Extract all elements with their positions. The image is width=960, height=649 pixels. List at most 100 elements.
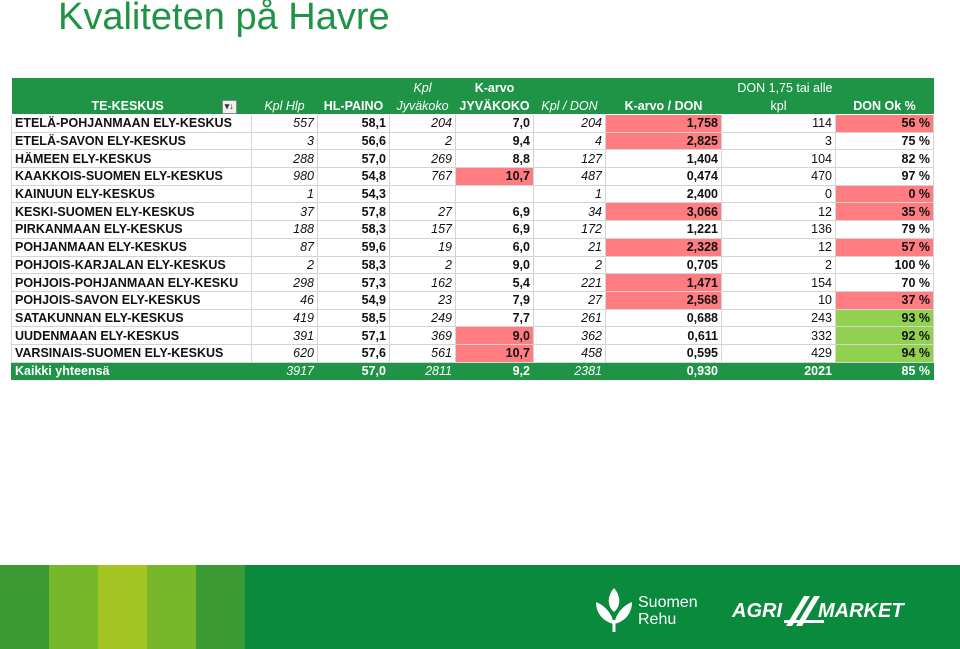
cell-ok: 93 % xyxy=(835,308,934,328)
cell-ok: 97 % xyxy=(835,167,934,186)
cell-kdon: 3,066 xyxy=(605,202,722,222)
suomen-rehu-wordmark: Suomen Rehu xyxy=(638,594,698,628)
cell-hl: 58,3 xyxy=(317,220,390,239)
table-row: HÄMEEN ELY-KESKUS 288 57,0 269 8,8 127 1,404 10… xyxy=(11,149,934,169)
cell-kpl-don: 34 xyxy=(533,202,606,222)
cell-kdon: 1,758 xyxy=(605,114,722,133)
cell-hl: 58,3 xyxy=(317,255,390,275)
total-don-kpl: 2021 xyxy=(721,361,836,381)
table-row: POHJOIS-KARJALAN ELY-KESKUS 2 58,3 2 9,0 2 0,7… xyxy=(11,255,934,275)
page-title: Kvaliteten på Havre xyxy=(58,0,390,38)
table-total-row: Kaikki yhteensä 3917 57,0 2811 9,2 2381 0,930 2… xyxy=(11,361,934,381)
header-hl-paino: HL-PAINO xyxy=(317,96,390,115)
cell-name: KAAKKOIS-SUOMEN ELY-KESKUS xyxy=(11,167,252,186)
cell-kpl-hlp: 1 xyxy=(251,184,318,204)
header-don-alle-top: DON 1,75 tai alle xyxy=(721,78,836,96)
cell-kpl-don: 362 xyxy=(533,326,606,345)
cell-ok: 70 % xyxy=(835,273,934,292)
cell-hl: 57,0 xyxy=(317,149,390,169)
cell-don-kpl: 332 xyxy=(721,326,836,345)
footer-bar: Suomen Rehu AGRI MARKET xyxy=(0,565,960,649)
cell-name: POHJOIS-KARJALAN ELY-KESKUS xyxy=(11,255,252,275)
header-kpl-jyvakoko-top: Kpl xyxy=(389,78,456,96)
cell-don-kpl: 154 xyxy=(721,273,836,292)
cell-ok: 56 % xyxy=(835,114,934,133)
cell-name: ETELÄ-POHJANMAAN ELY-KESKUS xyxy=(11,114,252,133)
filter-sort-icon[interactable]: ▾↓ xyxy=(221,99,237,114)
cell-ok: 75 % xyxy=(835,131,934,151)
cell-hl: 54,8 xyxy=(317,167,390,186)
cell-name: SATAKUNNAN ELY-KESKUS xyxy=(11,308,252,328)
table-header-row-top: Kpl K-arvo DON 1,75 tai alle xyxy=(11,78,934,96)
table-row: ETELÄ-POHJANMAAN ELY-KESKUS 557 58,1 204 7,0… xyxy=(11,114,934,133)
total-hl: 57,0 xyxy=(317,361,390,381)
cell-ok: 35 % xyxy=(835,202,934,222)
cell-hl: 57,8 xyxy=(317,202,390,222)
cell-don-kpl: 114 xyxy=(721,114,836,133)
cell-ok: 79 % xyxy=(835,220,934,239)
cell-hl: 54,3 xyxy=(317,184,390,204)
cell-name: POHJOIS-POHJANMAAN ELY-KESKU xyxy=(11,273,252,292)
cell-kpl-hlp: 391 xyxy=(251,326,318,345)
table-body: ETELÄ-POHJANMAAN ELY-KESKUS 557 58,1 204 7,0… xyxy=(11,114,934,381)
footer-stripe xyxy=(0,565,49,649)
suomen-rehu-logo: Suomen Rehu xyxy=(592,584,712,634)
cell-name: ETELÄ-SAVON ELY-KESKUS xyxy=(11,131,252,151)
header-k-arvo-don: K-arvo / DON xyxy=(605,96,722,115)
cell-kpl-don: 4 xyxy=(533,131,606,151)
cell-hl: 57,3 xyxy=(317,273,390,292)
suomen-rehu-line2: Rehu xyxy=(638,611,677,628)
cell-kpl-jyv: 249 xyxy=(389,308,456,328)
cell-kpl-hlp: 46 xyxy=(251,290,318,310)
cell-kpl-hlp: 188 xyxy=(251,220,318,239)
table-row: ETELÄ-SAVON ELY-KESKUS 3 56,6 2 9,4 4 2,825 3 75… xyxy=(11,131,934,151)
cell-don-kpl: 10 xyxy=(721,290,836,310)
cell-kpl-hlp: 298 xyxy=(251,273,318,292)
total-kpl-don: 2381 xyxy=(533,361,606,381)
header-te-keskus-label: TE-KESKUS xyxy=(91,99,164,113)
header-te-keskus: TE-KESKUS ▾↓ xyxy=(11,96,252,115)
cell-kpl-don: 458 xyxy=(533,343,606,363)
cell-kpl-jyv: 19 xyxy=(389,237,456,257)
header-kpl-jyvakoko: Jyväkoko xyxy=(389,96,456,115)
cell-jyv: 7,0 xyxy=(455,114,534,133)
table-row: POHJANMAAN ELY-KESKUS 87 59,6 19 6,0 21 2,328 1… xyxy=(11,237,934,257)
cell-jyv: 9,4 xyxy=(455,131,534,151)
cell-kpl-jyv xyxy=(389,184,456,204)
cell-kdon: 2,568 xyxy=(605,290,722,310)
cell-kpl-don: 221 xyxy=(533,273,606,292)
table-row: POHJOIS-POHJANMAAN ELY-KESKU 298 57,3 162 5,… xyxy=(11,273,934,292)
header-top-blank xyxy=(251,78,318,96)
cell-ok: 0 % xyxy=(835,184,934,204)
agrimarket-logo: AGRI MARKET xyxy=(732,592,912,632)
cell-jyv: 10,7 xyxy=(455,343,534,363)
cell-kpl-hlp: 87 xyxy=(251,237,318,257)
table-row: KAINUUN ELY-KESKUS 1 54,3 1 2,400 0 0 % xyxy=(11,184,934,204)
cell-kpl-hlp: 37 xyxy=(251,202,318,222)
wheat-leaf-icon xyxy=(596,588,632,632)
cell-ok: 37 % xyxy=(835,290,934,310)
cell-jyv xyxy=(455,184,534,204)
header-k-arvo-top: K-arvo xyxy=(455,78,534,96)
cell-kpl-jyv: 2 xyxy=(389,131,456,151)
cell-don-kpl: 12 xyxy=(721,237,836,257)
total-kpl-jyv: 2811 xyxy=(389,361,456,381)
cell-jyv: 10,7 xyxy=(455,167,534,186)
cell-kpl-hlp: 620 xyxy=(251,343,318,363)
total-ok: 85 % xyxy=(835,361,934,381)
cell-kpl-jyv: 23 xyxy=(389,290,456,310)
cell-ok: 92 % xyxy=(835,326,934,345)
cell-name: UUDENMAAN ELY-KESKUS xyxy=(11,326,252,345)
cell-kpl-jyv: 27 xyxy=(389,202,456,222)
cell-name: POHJOIS-SAVON ELY-KESKUS xyxy=(11,290,252,310)
cell-jyv: 6,9 xyxy=(455,220,534,239)
footer-stripe xyxy=(147,565,196,649)
cell-kdon: 2,400 xyxy=(605,184,722,204)
header-jyvakoko: JYVÄKOKO xyxy=(455,96,534,115)
table-row: SATAKUNNAN ELY-KESKUS 419 58,5 249 7,7 261 0,6… xyxy=(11,308,934,328)
cell-hl: 57,1 xyxy=(317,326,390,345)
cell-jyv: 7,7 xyxy=(455,308,534,328)
cell-don-kpl: 3 xyxy=(721,131,836,151)
cell-kdon: 2,825 xyxy=(605,131,722,151)
cell-kpl-don: 1 xyxy=(533,184,606,204)
